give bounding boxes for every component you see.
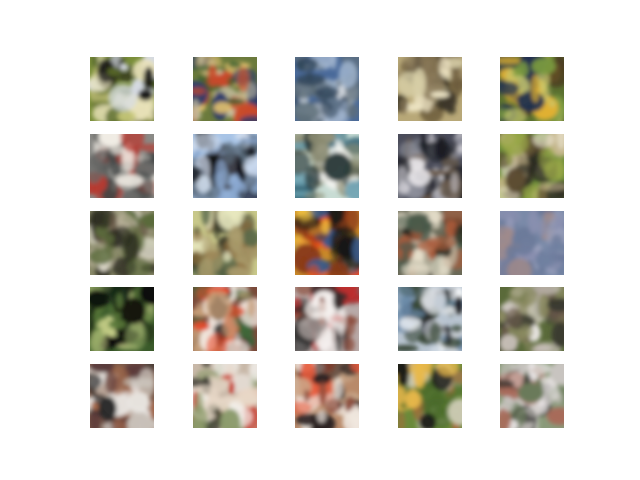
sample-image-texture — [398, 364, 462, 428]
sample-image-texture — [500, 364, 564, 428]
sample-image — [193, 287, 257, 351]
sample-image — [90, 134, 154, 198]
sample-image — [500, 134, 564, 198]
image-grid — [90, 57, 566, 428]
sample-image-texture — [398, 134, 462, 198]
sample-image — [295, 364, 359, 428]
sample-image — [398, 134, 462, 198]
sample-image-texture — [90, 134, 154, 198]
sample-image-texture — [193, 211, 257, 275]
sample-image — [398, 364, 462, 428]
sample-image — [295, 211, 359, 275]
sample-image-texture — [295, 211, 359, 275]
sample-image-texture — [193, 57, 257, 121]
sample-image-texture — [193, 287, 257, 351]
sample-image — [90, 57, 154, 121]
sample-image-texture — [500, 287, 564, 351]
sample-image-texture — [193, 364, 257, 428]
sample-image-texture — [193, 134, 257, 198]
sample-image — [398, 287, 462, 351]
sample-image — [90, 364, 154, 428]
sample-image-texture — [295, 287, 359, 351]
sample-image — [500, 364, 564, 428]
sample-image-texture — [90, 211, 154, 275]
sample-image — [500, 57, 564, 121]
sample-image — [398, 211, 462, 275]
sample-image-texture — [295, 364, 359, 428]
sample-image-texture — [500, 134, 564, 198]
sample-image-texture — [90, 364, 154, 428]
sample-image — [193, 57, 257, 121]
sample-image-texture — [90, 287, 154, 351]
sample-image — [295, 287, 359, 351]
sample-image — [295, 57, 359, 121]
sample-image-texture — [500, 57, 564, 121]
sample-image-texture — [398, 287, 462, 351]
sample-image-texture — [295, 57, 359, 121]
sample-image — [398, 57, 462, 121]
sample-image — [90, 287, 154, 351]
sample-image-texture — [295, 134, 359, 198]
sample-image — [500, 211, 564, 275]
sample-image — [193, 364, 257, 428]
sample-image — [90, 211, 154, 275]
sample-image-texture — [90, 57, 154, 121]
sample-image-texture — [500, 211, 564, 275]
sample-image-texture — [398, 211, 462, 275]
sample-image — [295, 134, 359, 198]
sample-image — [193, 134, 257, 198]
sample-image-texture — [398, 57, 462, 121]
sample-image — [500, 287, 564, 351]
sample-image — [193, 211, 257, 275]
